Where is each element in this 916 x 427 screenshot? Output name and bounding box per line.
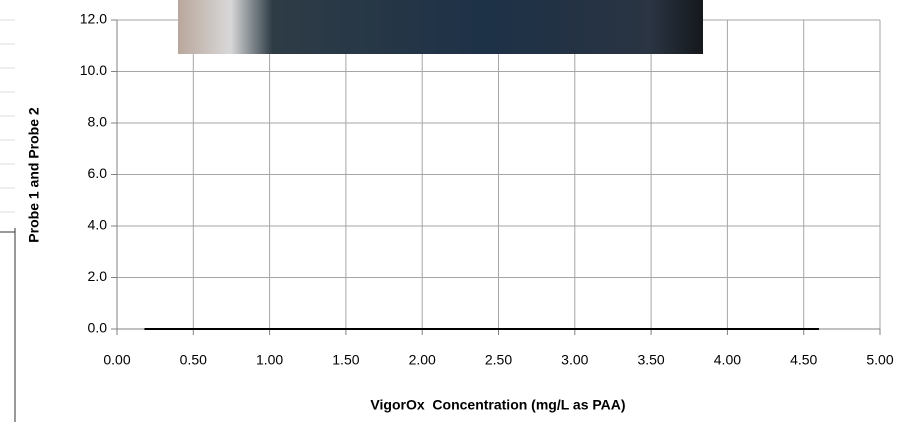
x-tick-label: 5.00 — [866, 352, 893, 368]
x-tick-label: 3.00 — [561, 352, 588, 368]
spreadsheet-edge — [0, 20, 15, 422]
x-tick-label: 2.50 — [485, 352, 512, 368]
x-tick-label: 1.00 — [256, 352, 283, 368]
x-axis-title: VigorOx Concentration (mg/L as PAA) — [370, 397, 625, 413]
chart: 0.0 2.0 4.0 6.0 8.0 10.0 12.0 0.00 0.50 1.00 1.50 2… — [0, 0, 916, 422]
y-axis-title: Probe 1 and Probe 2 — [26, 107, 42, 243]
y-tick-label: 6.0 — [88, 165, 108, 181]
y-tick-label: 0.0 — [88, 320, 108, 336]
y-tick-label: 12.0 — [80, 11, 107, 27]
x-tick-label: 3.50 — [637, 352, 664, 368]
x-tick-label: 0.50 — [180, 352, 207, 368]
x-tick-label: 4.00 — [714, 352, 741, 368]
photo-overlay — [178, 0, 703, 54]
plot-area: 0.0 2.0 4.0 6.0 8.0 10.0 12.0 0.00 0.50 1.00 1.50 2… — [80, 11, 894, 368]
x-tick-label: 2.00 — [409, 352, 436, 368]
y-tick-label: 10.0 — [80, 62, 107, 78]
x-tick-label: 0.00 — [103, 352, 130, 368]
x-tick-label: 1.50 — [332, 352, 359, 368]
x-tick-label: 4.50 — [790, 352, 817, 368]
y-tick-label: 2.0 — [88, 268, 108, 284]
y-tick-label: 4.0 — [88, 217, 108, 233]
y-tick-label: 8.0 — [88, 114, 108, 130]
